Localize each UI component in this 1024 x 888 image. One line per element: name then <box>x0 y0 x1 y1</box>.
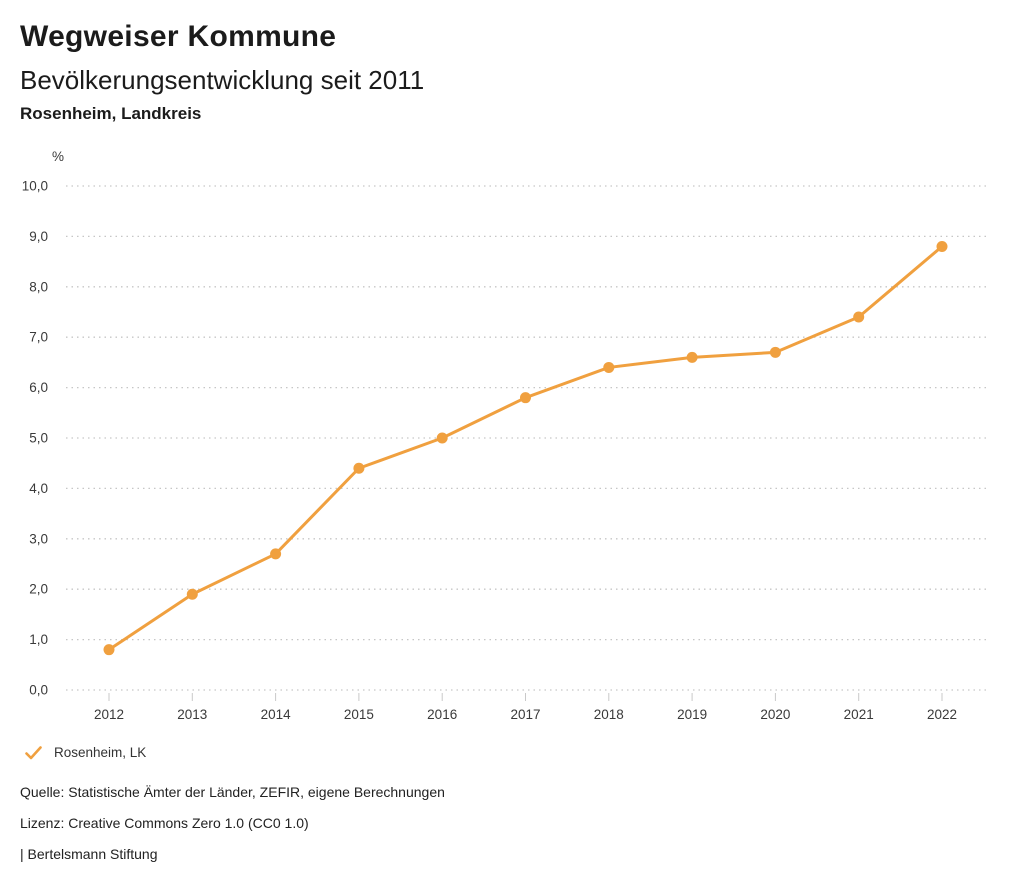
source-note: Quelle: Statistische Ämter der Länder, Z… <box>20 784 445 800</box>
legend-item[interactable]: Rosenheim, LK <box>25 745 146 760</box>
x-axis-tick-label: 2014 <box>261 707 292 722</box>
x-axis-tick-label: 2018 <box>594 707 624 722</box>
data-point[interactable] <box>270 548 282 560</box>
data-point[interactable] <box>436 432 448 444</box>
series-line <box>107 244 944 652</box>
check-icon <box>25 745 42 759</box>
y-axis-tick-label: 10,0 <box>22 179 48 194</box>
x-axis-tick-label: 2012 <box>94 707 124 722</box>
line-chart: % 0,0 1,0 2,0 3,0 4,0 5,0 6,0 7,0 8,0 9,0 10,0 2012 2… <box>22 149 990 722</box>
y-axis-tick-label: 7,0 <box>29 330 48 345</box>
y-axis-tick-label: 1,0 <box>29 632 48 647</box>
data-point[interactable] <box>353 462 365 474</box>
data-point[interactable] <box>603 361 615 373</box>
chart-region-label: Rosenheim, Landkreis <box>20 104 202 123</box>
x-axis-tick-label: 2021 <box>844 707 874 722</box>
data-point[interactable] <box>186 588 198 600</box>
y-axis-tick-label: 9,0 <box>29 229 48 244</box>
chart-subtitle: Bevölkerungsentwicklung seit 2011 <box>20 65 425 95</box>
y-axis-tick-label: 4,0 <box>29 481 48 496</box>
data-point[interactable] <box>769 346 781 358</box>
x-axis-tick-label: 2016 <box>427 707 457 722</box>
x-axis-tick-label: 2020 <box>760 707 790 722</box>
attribution-note: | Bertelsmann Stiftung <box>20 846 158 862</box>
y-axis-tick-label: 6,0 <box>29 380 48 395</box>
data-point[interactable] <box>520 392 531 404</box>
x-axis-tick-label: 2013 <box>177 707 207 722</box>
data-point[interactable] <box>936 240 948 252</box>
y-axis-tick-label: 0,0 <box>29 683 48 698</box>
data-point[interactable] <box>686 351 698 363</box>
x-axis-tick-label: 2022 <box>927 707 957 722</box>
data-point[interactable] <box>103 644 115 656</box>
y-axis-tick-label: 2,0 <box>29 582 48 597</box>
x-axis-tick-label: 2019 <box>677 707 707 722</box>
data-point[interactable] <box>853 311 865 323</box>
license-note: Lizenz: Creative Commons Zero 1.0 (CC0 1… <box>20 815 309 831</box>
y-axis-tick-label: 3,0 <box>29 531 48 546</box>
page-title: Wegweiser Kommune <box>20 20 337 53</box>
legend-label: Rosenheim, LK <box>54 745 147 760</box>
y-axis-tick-label: 5,0 <box>29 431 48 446</box>
x-axis-tick-label: 2015 <box>344 707 374 722</box>
x-axis-tick-label: 2017 <box>510 707 540 722</box>
y-axis-tick-label: 8,0 <box>29 279 48 294</box>
y-axis-unit-label: % <box>52 149 64 164</box>
